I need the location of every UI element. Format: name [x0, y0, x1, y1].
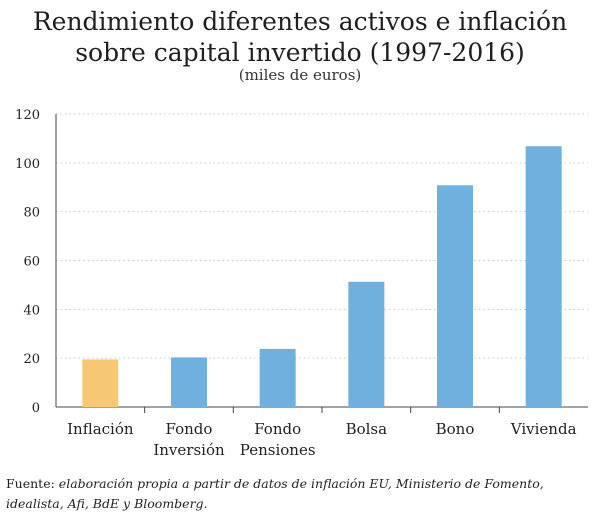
x-tick-label: Bolsa	[346, 420, 388, 438]
y-tick-label: 40	[23, 303, 40, 318]
x-tick-label: Inflación	[67, 420, 134, 438]
y-tick-label: 120	[15, 108, 40, 123]
bar	[437, 185, 473, 407]
x-tick-label: Fondo Inversión	[153, 420, 225, 459]
source-note: Fuente: elaboración propia a partir de d…	[6, 474, 594, 514]
x-tick-label: Bono	[436, 420, 475, 438]
y-tick-label: 60	[23, 255, 40, 270]
x-tick-label: Vivienda	[510, 420, 577, 438]
bar	[171, 357, 207, 407]
chart-title: Rendimiento diferentes activos e inflaci…	[0, 6, 600, 68]
source-label: Fuente:	[6, 476, 55, 491]
bar	[525, 146, 562, 408]
source-text: elaboración propia a partir de datos de …	[6, 476, 544, 511]
bar	[82, 359, 119, 407]
chart-title-line-2: sobre capital invertido (1997-2016)	[75, 38, 525, 67]
y-tick-label: 0	[32, 401, 40, 416]
x-tick-label: Fondo Pensiones	[240, 420, 316, 459]
bar	[348, 281, 385, 407]
bar	[259, 348, 296, 407]
chart-title-line-1: Rendimiento diferentes activos e inflaci…	[32, 7, 568, 36]
y-tick-label: 100	[15, 157, 40, 172]
chart-subtitle: (miles de euros)	[238, 66, 362, 84]
y-tick-label: 20	[23, 352, 40, 367]
y-tick-label: 80	[23, 206, 40, 221]
